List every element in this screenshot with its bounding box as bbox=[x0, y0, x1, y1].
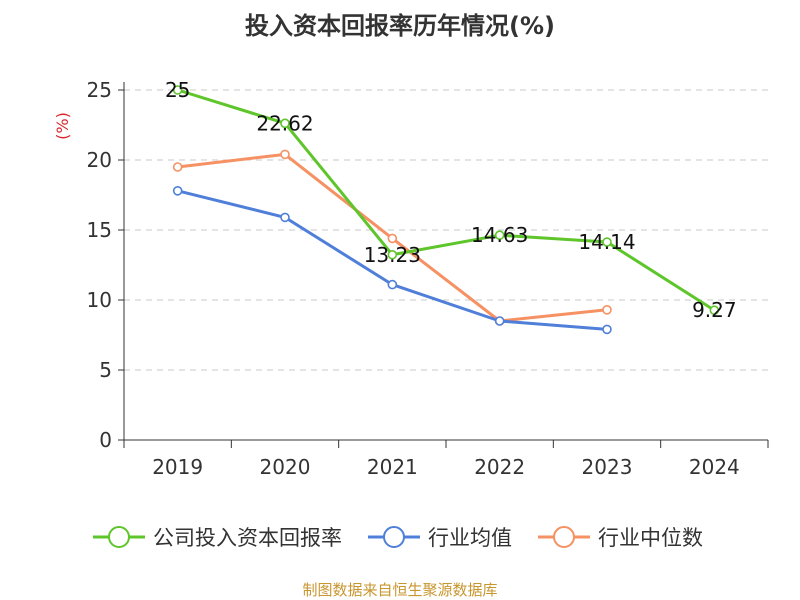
point-1-2021 bbox=[387, 279, 398, 290]
y-tick-label-25: 25 bbox=[87, 78, 112, 102]
legend-item-0: 公司投入资本回报率 bbox=[93, 526, 342, 550]
source-note: 制图数据来自恒生聚源数据库 bbox=[302, 581, 497, 599]
y-axis-label: (%) bbox=[53, 112, 72, 140]
data-label-2021: 13.23 bbox=[364, 243, 421, 267]
series-0 bbox=[172, 85, 720, 316]
point-0-2020 bbox=[280, 118, 290, 129]
data-label-2022: 14.63 bbox=[471, 223, 528, 247]
point-1-2019 bbox=[172, 186, 183, 196]
x-tick-label-2019: 2019 bbox=[152, 455, 203, 479]
legend-marker-2 bbox=[553, 526, 575, 548]
legend-item-1: 行业均值 bbox=[368, 526, 512, 550]
y-tick-label-0: 0 bbox=[99, 428, 112, 452]
point-2-2019 bbox=[172, 162, 183, 172]
x-tick-label-2024: 2024 bbox=[689, 455, 740, 479]
point-0-2019 bbox=[172, 85, 183, 95]
point-0-2022 bbox=[494, 230, 505, 240]
y-tick-label-15: 15 bbox=[87, 218, 112, 242]
data-labels: 25 22.62 13.23 14.63 14.14 9.27 bbox=[165, 78, 737, 322]
legend-marker-0 bbox=[108, 526, 130, 548]
data-label-2024: 9.27 bbox=[692, 298, 737, 322]
point-0-2024 bbox=[709, 305, 720, 316]
gridlines bbox=[124, 89, 768, 371]
data-label-2023: 14.14 bbox=[578, 230, 635, 254]
data-label-2019: 25 bbox=[165, 78, 190, 102]
point-2-2023 bbox=[602, 304, 612, 315]
x-tick-label-2021: 2021 bbox=[367, 455, 418, 479]
x-tick-label-2022: 2022 bbox=[474, 455, 525, 479]
y-tick-label-5: 5 bbox=[99, 358, 112, 382]
point-2-2020 bbox=[280, 149, 290, 160]
legend-label-0: 公司投入资本回报率 bbox=[153, 526, 342, 550]
point-0-2021 bbox=[387, 249, 398, 260]
data-label-2020: 22.62 bbox=[256, 111, 313, 135]
legend-marker-1 bbox=[383, 526, 405, 548]
legend-label-1: 行业均值 bbox=[428, 526, 512, 550]
legend-label-2: 行业中位数 bbox=[598, 526, 703, 550]
point-2-2021 bbox=[387, 233, 398, 244]
point-1-2023 bbox=[602, 324, 612, 335]
series-1 bbox=[172, 186, 612, 335]
legend-item-2: 行业中位数 bbox=[538, 526, 703, 550]
point-1-2022 bbox=[494, 316, 505, 326]
x-tick-label-2020: 2020 bbox=[260, 455, 311, 479]
axes: 0 5 10 15 20 25 2019 2020 2021 2022 2023 2024 bbox=[87, 78, 769, 479]
point-1-2020 bbox=[280, 212, 290, 223]
y-tick-label-20: 20 bbox=[87, 148, 112, 172]
series-lines bbox=[172, 85, 720, 335]
y-tick-label-10: 10 bbox=[87, 288, 112, 312]
x-tick-label-2023: 2023 bbox=[582, 455, 633, 479]
point-0-2023 bbox=[602, 237, 612, 247]
chart-title: 投入资本回报率历年情况(%) bbox=[245, 12, 555, 40]
legend: 公司投入资本回报率 行业均值 行业中位数 bbox=[93, 526, 703, 550]
series-line-0 bbox=[177, 88, 716, 312]
